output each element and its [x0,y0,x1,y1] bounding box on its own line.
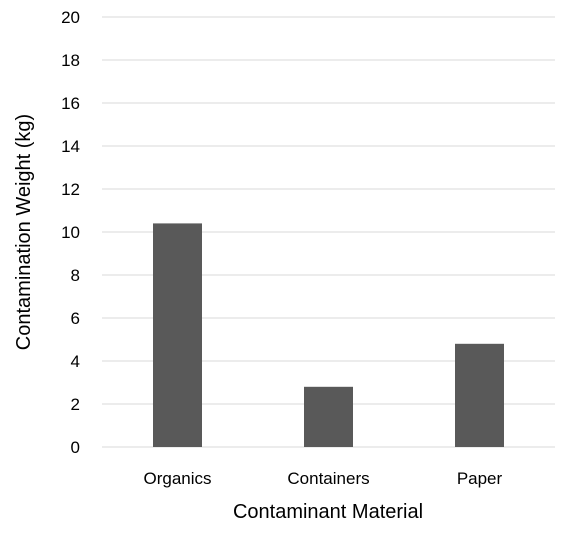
y-tick-label: 16 [61,94,80,113]
y-tick-label: 4 [71,352,80,371]
x-tick-label-paper: Paper [457,469,503,488]
y-tick-label: 0 [71,438,80,457]
x-tick-label-containers: Containers [287,469,369,488]
y-tick-label: 12 [61,180,80,199]
y-axis-title: Contamination Weight (kg) [13,114,35,350]
y-tick-label: 2 [71,395,80,414]
y-tick-label: 18 [61,51,80,70]
bar-containers [304,386,353,447]
bar-organics [153,223,202,447]
x-axis-ticks: Organics Containers Paper [143,469,502,488]
y-axis-ticks: 0 2 4 6 8 10 12 14 16 18 20 [61,8,80,457]
x-tick-label-organics: Organics [143,469,211,488]
bar-paper [455,343,504,447]
x-axis-title: Contaminant Material [233,501,423,523]
y-tick-label: 10 [61,223,80,242]
bars [153,223,504,447]
y-tick-label: 6 [71,309,80,328]
y-tick-label: 14 [61,137,80,156]
y-tick-label: 20 [61,8,80,27]
y-tick-label: 8 [71,266,80,285]
